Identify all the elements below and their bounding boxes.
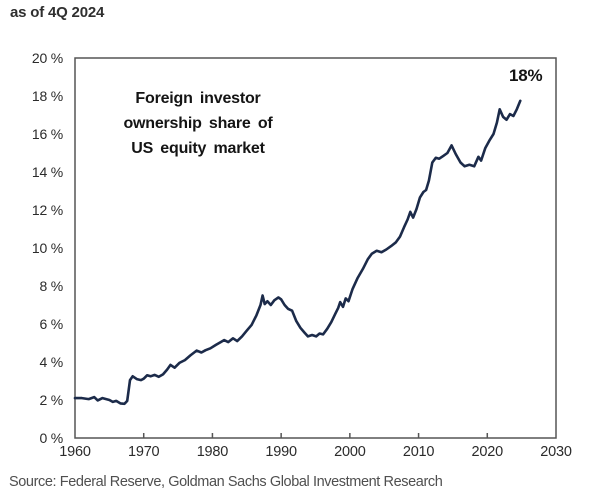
x-tick-label: 2020	[471, 444, 504, 460]
chart-title-line: Foreign investor	[135, 90, 261, 107]
y-tick-label: 2 %	[39, 392, 63, 408]
source-text: Source: Federal Reserve, Goldman Sachs G…	[9, 474, 443, 490]
x-tick-label: 1960	[59, 444, 91, 460]
y-tick-label: 0 %	[39, 430, 63, 446]
y-tick-label: 14 %	[31, 164, 63, 180]
x-tick-label: 2030	[540, 444, 572, 460]
y-tick-label: 18 %	[31, 88, 63, 104]
chart-title-line: ownership share of	[123, 115, 273, 132]
as-of-label: as of 4Q 2024	[10, 4, 105, 21]
y-tick-label: 8 %	[39, 278, 63, 294]
x-tick-label: 1990	[265, 444, 297, 460]
x-tick-label: 1980	[196, 444, 229, 460]
y-tick-label: 4 %	[39, 354, 63, 370]
y-tick-label: 20 %	[31, 50, 63, 66]
data-line	[73, 99, 522, 406]
x-tick-label: 2000	[334, 444, 366, 460]
y-tick-label: 10 %	[31, 240, 63, 256]
y-tick-label: 16 %	[31, 126, 63, 142]
x-tick-label: 2010	[402, 444, 435, 460]
plot-border	[74, 57, 557, 439]
chart-title: Foreign investor ownership share of US e…	[93, 86, 303, 161]
chart-title-line: US equity market	[131, 140, 265, 157]
end-value-label: 18%	[509, 66, 543, 85]
y-tick-label: 6 %	[39, 316, 63, 332]
y-tick-label: 12 %	[31, 202, 63, 218]
x-tick-label: 1970	[127, 444, 160, 460]
